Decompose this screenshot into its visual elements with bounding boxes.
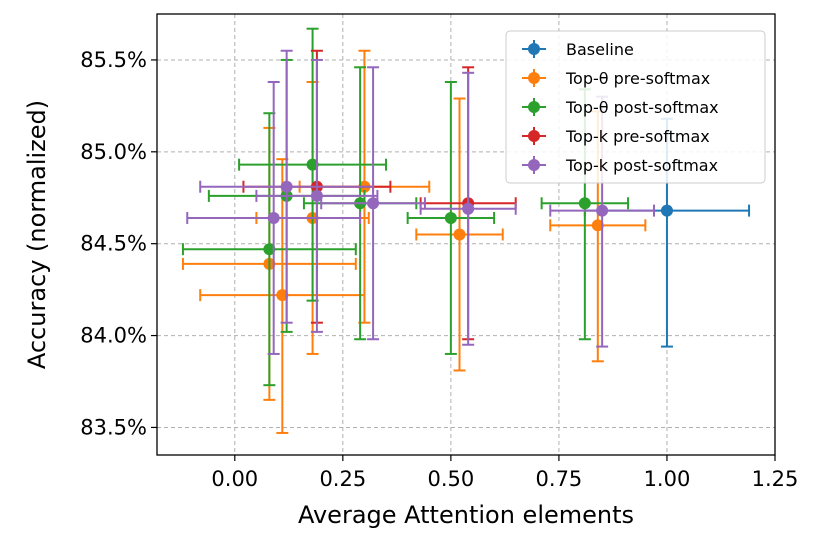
legend-label: Top-k post-softmax xyxy=(565,156,718,175)
axis-ticks: 0.00 0.25 0.50 0.75 1.00 1.25 83.5% 84.0% 84.5% 8… xyxy=(80,48,798,491)
data-marker xyxy=(444,211,457,224)
data-marker xyxy=(367,197,380,210)
y-tick-label: 83.5% xyxy=(80,415,147,439)
errorbar-point xyxy=(415,97,504,372)
errorbar-point xyxy=(186,80,362,355)
y-axis-label: Accuracy (normalized) xyxy=(23,100,51,369)
legend: Baseline Top-θ pre-softmax Top-θ post-soft… xyxy=(505,30,766,184)
y-tick-label: 85.0% xyxy=(80,140,147,164)
legend-entry: Top-θ pre-softmax xyxy=(522,69,710,88)
legend-swatch-marker xyxy=(528,101,540,113)
data-marker xyxy=(660,204,673,217)
y-tick-label: 85.5% xyxy=(80,48,147,72)
x-tick-label: 0.50 xyxy=(427,467,474,491)
data-marker xyxy=(591,219,604,232)
data-marker xyxy=(306,158,319,171)
errorbar-point xyxy=(419,71,517,346)
data-marker xyxy=(310,189,323,202)
errorbar-point xyxy=(320,66,426,341)
data-marker xyxy=(578,197,591,210)
legend-entry: Top-θ post-softmax xyxy=(522,98,719,117)
data-marker xyxy=(462,202,475,215)
errorbar-point xyxy=(199,49,375,324)
errorbar-point xyxy=(255,58,379,333)
errorbar-point xyxy=(181,112,357,387)
data-marker xyxy=(263,243,276,256)
x-tick-label: 1.00 xyxy=(644,467,691,491)
x-tick-label: 0.00 xyxy=(211,467,258,491)
data-marker xyxy=(596,204,609,217)
x-tick-label: 1.25 xyxy=(752,467,799,491)
legend-swatch-marker xyxy=(528,43,540,55)
legend-swatch-marker xyxy=(528,159,540,171)
errorbar-point xyxy=(238,27,388,302)
data-marker xyxy=(280,180,293,193)
legend-entry: Top-k post-softmax xyxy=(522,156,718,175)
x-tick-label: 0.75 xyxy=(536,467,583,491)
x-tick-label: 0.25 xyxy=(319,467,366,491)
legend-swatch-marker xyxy=(528,130,540,142)
plot-frame xyxy=(156,13,776,456)
y-tick-label: 84.0% xyxy=(80,324,147,348)
legend-entry: Top-k pre-softmax xyxy=(522,127,710,146)
legend-label: Top-θ pre-softmax xyxy=(565,69,710,88)
legend-label: Top-k pre-softmax xyxy=(565,127,710,146)
legend-label: Top-θ post-softmax xyxy=(565,98,719,117)
data-marker xyxy=(276,289,289,302)
errorbar-point xyxy=(406,80,496,355)
data-marker xyxy=(267,211,280,224)
legend-entry: Baseline xyxy=(522,40,634,59)
errorbar-point xyxy=(199,158,366,434)
legend-label: Baseline xyxy=(566,40,634,59)
data-marker xyxy=(453,228,466,241)
legend-box xyxy=(505,30,766,184)
y-tick-label: 84.5% xyxy=(80,232,147,256)
x-axis-label: Average Attention elements xyxy=(298,501,634,529)
legend-swatch-marker xyxy=(528,72,540,84)
